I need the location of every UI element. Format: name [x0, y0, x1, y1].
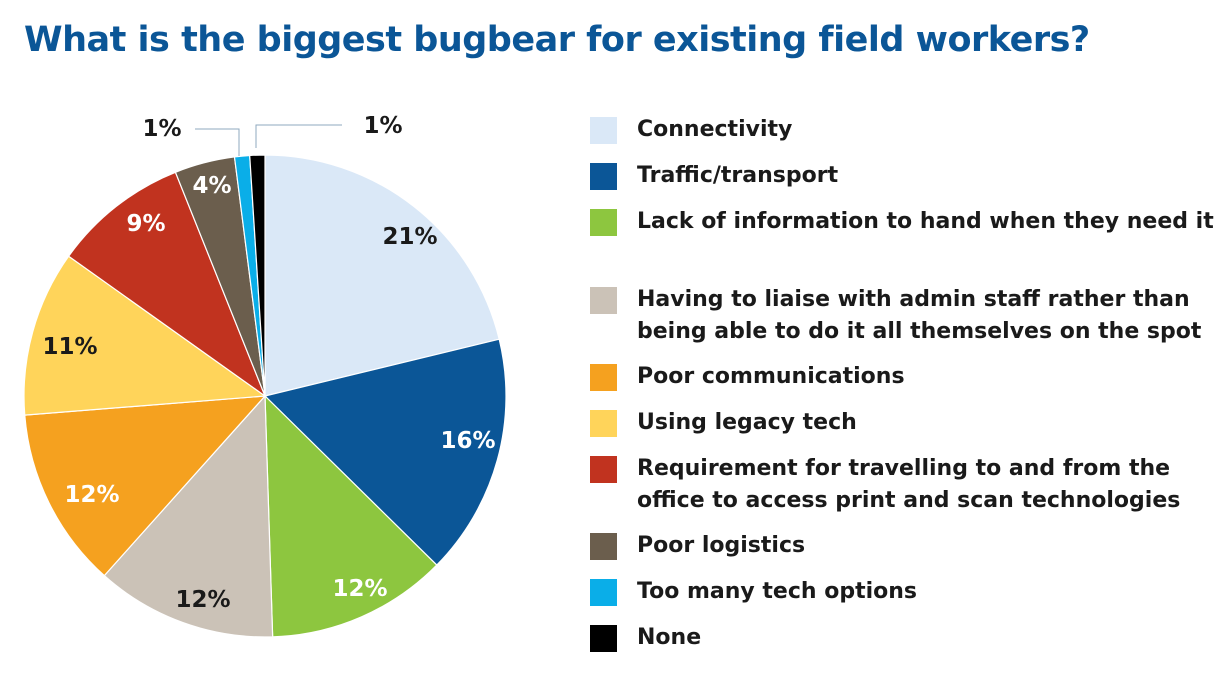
data-label-10: 1% [363, 113, 402, 139]
legend-swatch [590, 209, 617, 236]
pie-slice-3 [264, 394, 438, 638]
legend-label: Poor communications [637, 364, 905, 389]
data-label-4: 12% [175, 587, 230, 613]
pie-slice-4 [103, 394, 274, 638]
legend-swatch [590, 117, 617, 144]
pie-slice-10 [249, 154, 266, 397]
legend-label: Having to liaise with admin staff rather… [637, 287, 1202, 344]
legend-label: None [637, 625, 702, 650]
leader-line-10 [255, 124, 342, 148]
legend-item-8: Poor logistics [590, 530, 1215, 562]
legend-item-6: Using legacy tech [590, 407, 1215, 439]
legend-label: Using legacy tech [637, 410, 857, 435]
leader-line-9 [195, 128, 240, 156]
legend-item-5: Poor communications [590, 361, 1215, 393]
legend-item-9: Too many tech options [590, 576, 1215, 608]
legend-swatch [590, 456, 617, 483]
data-label-3: 12% [332, 576, 387, 602]
legend-item-4: Having to liaise with admin staff rather… [590, 284, 1215, 348]
legend-label: Poor logistics [637, 533, 806, 558]
pie-slice-5 [24, 395, 267, 577]
legend-label: Lack of information to hand when they ne… [637, 209, 1214, 234]
pie-chart: 21% 16% 12% 12% 12% 11% 9% 4% 1% 1% [23, 113, 507, 638]
legend-swatch [590, 533, 617, 560]
pie-slice-6 [23, 255, 267, 416]
pie-slice-2 [263, 338, 507, 566]
legend-swatch [590, 625, 617, 652]
legend-label: Connectivity [637, 117, 793, 142]
pie-slice-7 [67, 171, 267, 398]
data-label-2: 16% [440, 428, 495, 454]
data-label-8: 4% [192, 173, 231, 199]
legend-item-3: Lack of information to hand when they ne… [590, 206, 1215, 238]
legend-label: Too many tech options [637, 579, 917, 604]
legend-item-2: Traffic/transport [590, 160, 1215, 192]
legend-swatch [590, 163, 617, 190]
legend-swatch [590, 579, 617, 606]
pie-slice-1 [264, 154, 500, 397]
data-label-9: 1% [142, 116, 181, 142]
legend-swatch [590, 410, 617, 437]
data-label-5: 12% [64, 482, 119, 508]
data-label-6: 11% [42, 334, 97, 360]
legend-label: Traffic/transport [637, 163, 839, 188]
legend-label: Requirement for travelling to and from t… [637, 456, 1181, 513]
legend-swatch [590, 287, 617, 314]
data-label-1: 21% [382, 224, 437, 250]
data-label-7: 9% [126, 211, 165, 237]
legend-item-7: Requirement for travelling to and from t… [590, 453, 1215, 517]
legend-item-1: Connectivity [590, 114, 1215, 146]
legend-swatch [590, 364, 617, 391]
legend-item-10: None [590, 622, 1215, 654]
chart-title: What is the biggest bugbear for existing… [24, 20, 1090, 60]
